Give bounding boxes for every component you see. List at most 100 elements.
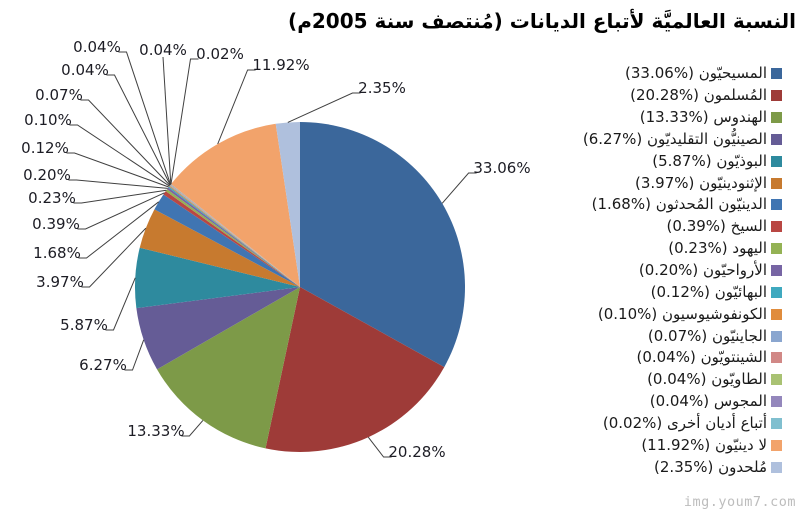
- legend-label: البوذيّون (%5.87): [652, 151, 767, 170]
- callout-label: 20.28%: [388, 443, 445, 461]
- legend-item: المسيحيّون (%33.06): [583, 63, 782, 85]
- callout-label: 11.92%: [252, 56, 309, 74]
- legend-swatch: [771, 199, 782, 211]
- legend-item: الطاويّون (%0.04): [583, 369, 782, 391]
- callout-line: [441, 172, 477, 204]
- pie-slice-10: [168, 186, 300, 287]
- callout-line: [73, 189, 167, 204]
- callout-label: 33.06%: [473, 159, 530, 177]
- callout-line: [367, 436, 392, 458]
- pie-slice-5: [139, 209, 300, 287]
- legend: المسيحيّون (%33.06) المُسلمون (%20.28) اله…: [583, 63, 782, 478]
- callout-line: [118, 51, 172, 185]
- legend-swatch: [771, 461, 782, 473]
- legend-swatch: [771, 417, 782, 429]
- callout-label: 0.04%: [139, 41, 187, 59]
- callout-label: 0.20%: [23, 166, 71, 184]
- legend-label: الكونفوشيوسيون (%0.10): [597, 304, 767, 323]
- legend-item: الجاينيّون (%0.07): [583, 325, 782, 347]
- legend-swatch: [771, 396, 782, 408]
- callout-line: [217, 69, 256, 145]
- pie-slice-14: [170, 184, 300, 287]
- legend-label: الجاينيّون (%0.07): [647, 326, 767, 345]
- callout-label: 0.23%: [28, 189, 76, 207]
- legend-swatch: [771, 243, 782, 255]
- callout-label: 5.87%: [60, 316, 108, 334]
- legend-item: السيخ (%0.39): [583, 216, 782, 238]
- pie-slice-17: [171, 123, 300, 287]
- legend-swatch: [771, 155, 782, 167]
- pie-slice-18: [275, 122, 300, 287]
- legend-swatch: [771, 221, 782, 233]
- legend-swatch: [771, 439, 782, 451]
- legend-swatch: [771, 90, 782, 102]
- pie-slice-2: [157, 287, 300, 449]
- callout-line: [181, 420, 204, 437]
- callout-line: [77, 192, 165, 230]
- pie-slice-13: [170, 184, 300, 287]
- legend-label: المُسلمون (%20.28): [630, 86, 767, 105]
- pie-slice-9: [167, 187, 300, 287]
- pie-slice-1: [265, 287, 445, 453]
- callout-line: [66, 152, 169, 188]
- legend-item: المُسلمون (%20.28): [583, 85, 782, 107]
- pie-slice-15: [170, 184, 300, 287]
- callout-label: 0.12%: [21, 139, 69, 157]
- legend-swatch: [771, 68, 782, 80]
- pie-slice-0: [300, 122, 466, 368]
- callout-line: [287, 92, 361, 123]
- legend-swatch: [771, 286, 782, 298]
- callout-line: [124, 339, 145, 371]
- callout-label: 2.35%: [358, 79, 406, 97]
- legend-item: الدينيّون المُحدثون (%1.68): [583, 194, 782, 216]
- callout-line: [80, 99, 171, 186]
- pie-slice-4: [134, 247, 300, 309]
- legend-item: مُلحدون (%2.35): [583, 456, 782, 478]
- legend-item: أتباع أديان أخرى (%0.02): [583, 413, 782, 435]
- legend-swatch: [771, 308, 782, 320]
- callout-line: [78, 201, 160, 259]
- callout-label: 0.07%: [35, 86, 83, 104]
- legend-item: الشينتويّون (%0.04): [583, 347, 782, 369]
- pie-slice-11: [169, 185, 300, 287]
- callout-label: 13.33%: [127, 422, 184, 440]
- pie-slice-6: [154, 194, 300, 287]
- callout-label: 0.10%: [24, 111, 72, 129]
- legend-label: المسيحيّون (%33.06): [625, 64, 767, 83]
- legend-item: الأرواحيّون (%0.20): [583, 260, 782, 282]
- legend-item: الكونفوشيوسيون (%0.10): [583, 303, 782, 325]
- legend-label: البهائيّون (%0.12): [650, 282, 767, 301]
- legend-item: البوذيّون (%5.87): [583, 150, 782, 172]
- callout-label: 0.04%: [61, 61, 109, 79]
- legend-label: الصينيُّون التقليديّون (%6.27): [582, 129, 767, 148]
- legend-label: مُلحدون (%2.35): [654, 457, 767, 476]
- legend-swatch: [771, 112, 782, 124]
- legend-label: الإثنودينيّون (%3.97): [635, 173, 767, 192]
- legend-item: الإثنودينيّون (%3.97): [583, 172, 782, 194]
- chart-title: النسبة العالميَّة لأتباع الديانات (مُنتص…: [288, 9, 796, 33]
- legend-swatch: [771, 330, 782, 342]
- legend-label: الهندوس (%13.33): [639, 108, 767, 127]
- pie-slice-16: [170, 184, 300, 287]
- callout-label: 6.27%: [79, 356, 127, 374]
- watermark: img.youm7.com: [683, 494, 796, 510]
- callout-label: 3.97%: [36, 273, 84, 291]
- legend-swatch: [771, 374, 782, 386]
- callout-label: 0.02%: [196, 45, 244, 63]
- legend-label: أتباع أديان أخرى (%0.02): [602, 413, 767, 432]
- legend-swatch: [771, 352, 782, 364]
- legend-item: الهندوس (%13.33): [583, 107, 782, 129]
- legend-label: الأرواحيّون (%0.20): [638, 261, 767, 280]
- pie-slice-12: [169, 185, 300, 287]
- callout-line: [81, 227, 147, 288]
- callout-label: 1.68%: [33, 244, 81, 262]
- legend-swatch: [771, 265, 782, 277]
- pie-slice-7: [163, 191, 300, 287]
- legend-item: الصينيُّون التقليديّون (%6.27): [583, 129, 782, 151]
- callout-label: 0.39%: [32, 215, 80, 233]
- callout-line: [106, 74, 171, 186]
- legend-swatch: [771, 177, 782, 189]
- legend-item: المجوس (%0.04): [583, 391, 782, 413]
